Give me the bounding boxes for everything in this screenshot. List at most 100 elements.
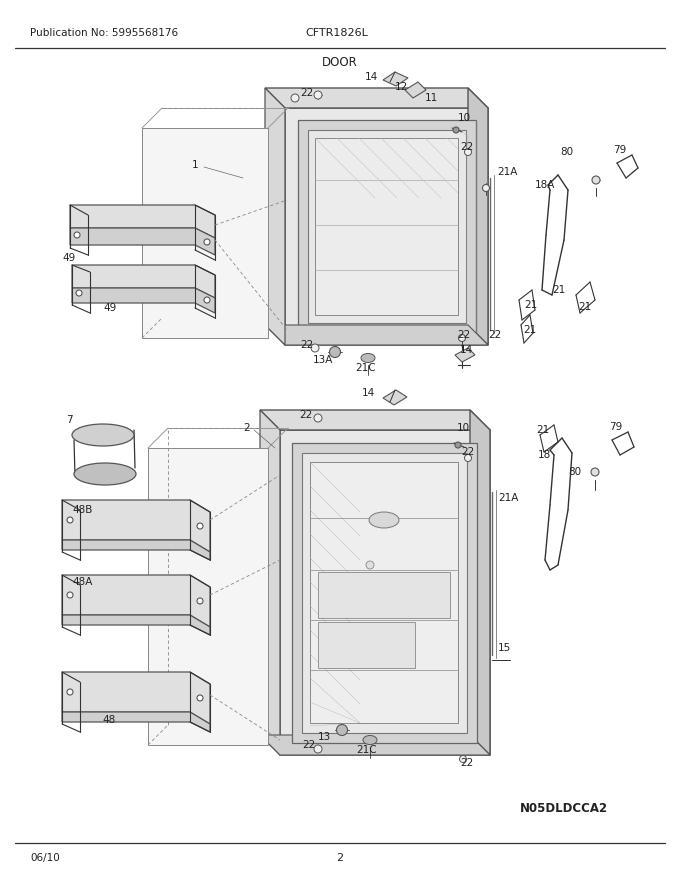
Polygon shape <box>70 205 215 238</box>
Circle shape <box>464 454 471 461</box>
Ellipse shape <box>74 463 136 485</box>
Text: CFTR1826L: CFTR1826L <box>305 28 368 38</box>
Text: 21: 21 <box>524 300 537 310</box>
Polygon shape <box>62 540 210 560</box>
Polygon shape <box>72 288 215 313</box>
Polygon shape <box>310 462 458 723</box>
Text: 11: 11 <box>425 93 438 103</box>
Circle shape <box>337 724 347 736</box>
Polygon shape <box>62 500 210 552</box>
Text: 13: 13 <box>318 732 331 742</box>
Text: 48B: 48B <box>72 505 92 515</box>
Text: 22: 22 <box>461 447 474 457</box>
Text: 22: 22 <box>299 410 312 420</box>
Polygon shape <box>62 615 210 635</box>
Text: 1: 1 <box>192 160 199 170</box>
Polygon shape <box>308 130 466 323</box>
Polygon shape <box>292 443 477 743</box>
Text: 14: 14 <box>362 388 375 398</box>
Circle shape <box>483 185 490 192</box>
Text: 21C: 21C <box>356 745 377 755</box>
Polygon shape <box>70 228 215 255</box>
Text: 15: 15 <box>498 643 511 653</box>
Text: 22: 22 <box>300 88 313 98</box>
Text: 49: 49 <box>62 253 75 263</box>
Circle shape <box>204 239 210 245</box>
Text: 79: 79 <box>609 422 622 432</box>
Text: 22: 22 <box>460 142 473 152</box>
Polygon shape <box>62 712 210 732</box>
Polygon shape <box>265 88 488 108</box>
Polygon shape <box>260 410 280 755</box>
Circle shape <box>197 695 203 701</box>
Text: 10: 10 <box>458 113 471 123</box>
Circle shape <box>453 127 459 133</box>
Polygon shape <box>72 265 215 298</box>
Circle shape <box>330 347 341 357</box>
Polygon shape <box>142 128 268 338</box>
Polygon shape <box>280 430 490 755</box>
Text: N05DLDCCA2: N05DLDCCA2 <box>520 802 608 815</box>
Circle shape <box>67 592 73 598</box>
Circle shape <box>458 334 466 341</box>
Text: 14: 14 <box>460 345 473 355</box>
Text: 48: 48 <box>102 715 115 725</box>
Text: 06/10: 06/10 <box>30 853 60 863</box>
Text: 22: 22 <box>457 330 471 340</box>
Ellipse shape <box>369 512 399 528</box>
Circle shape <box>366 561 374 569</box>
Ellipse shape <box>361 354 375 363</box>
Text: 22: 22 <box>302 740 316 750</box>
Circle shape <box>314 414 322 422</box>
Circle shape <box>197 598 203 604</box>
Text: 2: 2 <box>243 423 250 433</box>
Circle shape <box>592 176 600 184</box>
Text: 13A: 13A <box>313 355 333 365</box>
Text: Publication No: 5995568176: Publication No: 5995568176 <box>30 28 178 38</box>
Text: 10: 10 <box>457 423 470 433</box>
Text: 21: 21 <box>523 325 537 335</box>
Text: 18A: 18A <box>535 180 556 190</box>
Circle shape <box>74 232 80 238</box>
Circle shape <box>460 756 466 762</box>
Text: 12: 12 <box>395 82 408 92</box>
Circle shape <box>67 689 73 695</box>
Text: 49: 49 <box>103 303 116 313</box>
Circle shape <box>197 523 203 529</box>
Polygon shape <box>265 88 285 345</box>
Circle shape <box>314 745 322 753</box>
Ellipse shape <box>72 424 134 446</box>
Polygon shape <box>298 120 476 333</box>
Polygon shape <box>302 453 467 733</box>
Polygon shape <box>383 72 408 86</box>
Text: 14: 14 <box>365 72 378 82</box>
Polygon shape <box>405 82 426 98</box>
Circle shape <box>591 468 599 476</box>
Circle shape <box>311 344 319 352</box>
Polygon shape <box>455 348 475 362</box>
Circle shape <box>464 149 471 156</box>
Polygon shape <box>62 672 210 724</box>
Text: DOOR: DOOR <box>322 55 358 69</box>
Text: 22: 22 <box>460 758 473 768</box>
Polygon shape <box>315 138 458 315</box>
Circle shape <box>204 297 210 303</box>
Text: 21: 21 <box>536 425 549 435</box>
Polygon shape <box>148 448 268 745</box>
Text: 21A: 21A <box>497 167 517 177</box>
Polygon shape <box>383 390 407 405</box>
Polygon shape <box>318 572 450 618</box>
Polygon shape <box>260 410 490 430</box>
Circle shape <box>314 91 322 99</box>
Text: 18: 18 <box>538 450 551 460</box>
Text: 21: 21 <box>552 285 565 295</box>
Ellipse shape <box>363 736 377 744</box>
Polygon shape <box>265 325 488 345</box>
Polygon shape <box>470 410 490 755</box>
Text: 21A: 21A <box>498 493 518 503</box>
Text: 22: 22 <box>488 330 501 340</box>
Polygon shape <box>468 88 488 345</box>
Circle shape <box>76 290 82 296</box>
Circle shape <box>67 517 73 523</box>
Circle shape <box>291 94 299 102</box>
